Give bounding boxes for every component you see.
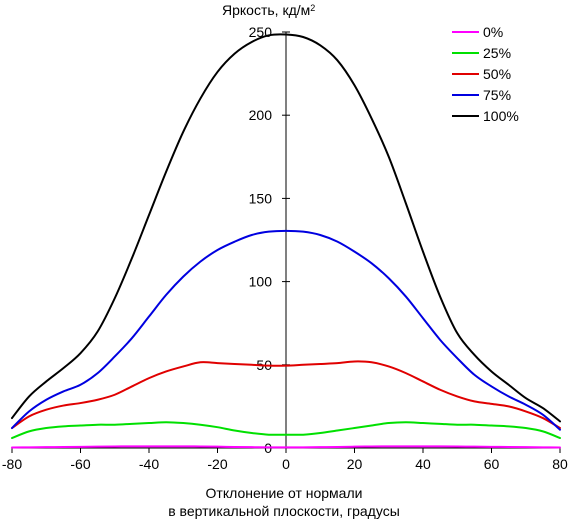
x-tick-label: 0 — [282, 456, 290, 472]
series-line-100pct — [11, 33, 561, 423]
y-tick-label: 150 — [249, 190, 273, 206]
x-tick-label: -40 — [139, 456, 159, 472]
x-axis-ticks: -80 -60 -40 -20 0 20 40 60 80 — [2, 448, 568, 472]
y-axis-title: Яркость, кд/м2 — [222, 2, 315, 18]
x-tick-label: 60 — [484, 456, 500, 472]
x-tick-label: -80 — [2, 456, 22, 472]
legend-label: 0% — [483, 24, 503, 40]
series-line-50pct — [11, 360, 561, 430]
x-tick-label: -60 — [70, 456, 90, 472]
data-series — [11, 33, 561, 449]
legend-label: 50% — [483, 66, 511, 82]
legend-label: 75% — [483, 87, 511, 103]
y-tick-label: 100 — [249, 274, 273, 290]
x-tick-label: -20 — [207, 456, 227, 472]
y-axis-title-superscript: 2 — [310, 3, 316, 13]
x-axis-title-line1: Отклонение от нормали — [205, 485, 363, 501]
legend-label: 100% — [483, 108, 519, 124]
x-axis-title-line2: в вертикальной плоскости, градусы — [168, 503, 400, 519]
legend-label: 25% — [483, 45, 511, 61]
y-axis-title-text: Яркость, кд/м — [222, 2, 311, 18]
series-line-0pct — [11, 445, 561, 449]
series-line-75pct — [11, 229, 561, 431]
series-line-25pct — [11, 421, 561, 440]
x-tick-label: 20 — [347, 456, 363, 472]
x-tick-label: 80 — [552, 456, 568, 472]
y-tick-label: 200 — [249, 107, 273, 123]
x-tick-label: 40 — [415, 456, 431, 472]
legend: 0% 25% 50% 75% 100% — [452, 24, 519, 124]
